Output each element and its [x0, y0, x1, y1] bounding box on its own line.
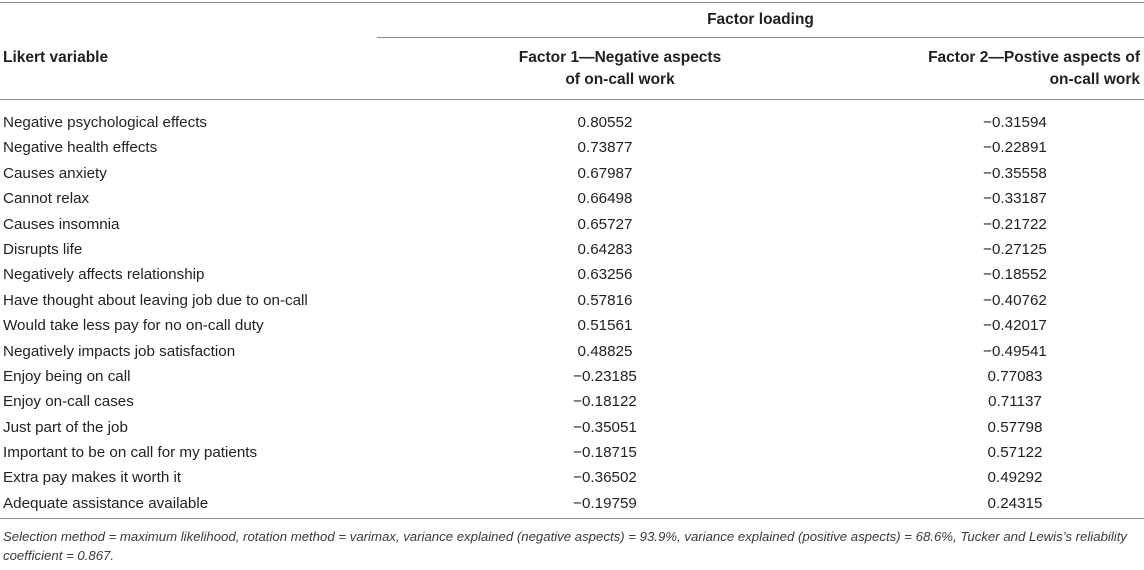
- factor1-value: 0.64283: [577, 240, 633, 258]
- factor2-header: Factor 2—Postive aspects of on-call work: [910, 47, 1140, 91]
- row-label: Adequate assistance available: [3, 494, 209, 512]
- factor2-value: −0.35558: [983, 164, 1047, 182]
- table-body: Negative psychological effects 0.80552 −0.…: [0, 110, 1144, 516]
- factor2-value: −0.40762: [983, 291, 1047, 309]
- table-row: Causes insomnia 0.65727 −0.21722: [0, 212, 1144, 237]
- row-label: Would take less pay for no on-call duty: [3, 317, 264, 335]
- factor1-value: −0.18122: [573, 393, 637, 411]
- factor2-value: 0.71137: [988, 393, 1042, 411]
- row-label: Negative health effects: [3, 139, 158, 157]
- factor-loading-underline: [377, 37, 1144, 38]
- row-label: Just part of the job: [3, 418, 128, 436]
- factor1-value: 0.66498: [577, 190, 633, 208]
- table-row: Cannot relax 0.66498 −0.33187: [0, 186, 1144, 211]
- factor2-value: 0.77083: [987, 367, 1043, 385]
- row-label: Causes insomnia: [3, 215, 120, 233]
- table-row: Negatively impacts job satisfaction 0.488…: [0, 339, 1144, 364]
- factor2-value: 0.57122: [987, 444, 1043, 462]
- row-label: Negatively impacts job satisfaction: [3, 342, 236, 360]
- table-row: Enjoy on-call cases −0.18122 0.71137: [0, 389, 1144, 414]
- row-label: Have thought about leaving job due to on…: [3, 291, 308, 309]
- factor1-value: −0.36502: [573, 469, 637, 487]
- row-label: Extra pay makes it worth it: [3, 469, 182, 487]
- factor1-value: 0.63256: [577, 266, 633, 284]
- table-top-rule: [0, 2, 1144, 3]
- factor2-value: −0.21722: [983, 215, 1047, 233]
- table-row: Extra pay makes it worth it −0.36502 0.492…: [0, 465, 1144, 490]
- factor2-value: −0.31594: [983, 114, 1047, 131]
- factor1-header-line1: Factor 1—Negative aspects: [518, 49, 722, 66]
- table-bottom-rule: [0, 518, 1144, 519]
- table-row: Causes anxiety 0.67987 −0.35558: [0, 161, 1144, 186]
- factor2-value: −0.33187: [983, 190, 1047, 208]
- factor1-header: Factor 1—Negative aspects of on-call wor…: [495, 47, 745, 91]
- row-label: Enjoy being on call: [3, 367, 131, 385]
- factor2-value: 0.49292: [987, 469, 1043, 487]
- factor2-value: −0.49541: [983, 342, 1047, 360]
- factor1-value: 0.65727: [577, 215, 633, 233]
- factor2-header-line2: on-call work: [1049, 71, 1140, 88]
- row-label: Important to be on call for my patients: [3, 444, 258, 462]
- table-row: Important to be on call for my patients −…: [0, 440, 1144, 465]
- factor2-value: −0.27125: [983, 240, 1047, 258]
- row-label: Disrupts life: [3, 240, 83, 258]
- factor1-value: 0.67987: [577, 164, 633, 182]
- factor1-value: 0.73877: [577, 139, 633, 157]
- table-row: Have thought about leaving job due to on…: [0, 288, 1144, 313]
- row-label: Enjoy on-call cases: [3, 393, 134, 411]
- row-label: Negative psychological effects: [3, 114, 208, 131]
- factor2-header-line1: Factor 2—Postive aspects of: [928, 49, 1140, 66]
- row-label: Cannot relax: [3, 190, 90, 208]
- factor1-value: 0.57816: [577, 291, 633, 309]
- factor1-value: 0.51561: [577, 317, 633, 335]
- likert-variable-header: Likert variable: [3, 49, 109, 66]
- table-row: Would take less pay for no on-call duty 0…: [0, 313, 1144, 338]
- factor1-value: −0.18715: [573, 444, 637, 462]
- factor2-value: −0.22891: [983, 139, 1047, 157]
- header-bottom-rule: [0, 99, 1144, 100]
- table-row: Negative health effects 0.73877 −0.22891: [0, 135, 1144, 160]
- factor2-value: 0.57798: [987, 418, 1043, 436]
- row-label: Causes anxiety: [3, 164, 107, 182]
- table-row: Negatively affects relationship 0.63256 −0…: [0, 262, 1144, 287]
- row-label: Negatively affects relationship: [3, 266, 205, 284]
- table-row: Negative psychological effects 0.80552 −0.…: [0, 110, 1144, 135]
- factor1-value: 0.80552: [577, 114, 633, 131]
- factor-loading-header: Factor loading: [707, 11, 814, 28]
- table-row: Disrupts life 0.64283 −0.27125: [0, 237, 1144, 262]
- table-footnote: Selection method = maximum likelihood, r…: [3, 529, 1127, 563]
- factor1-value: −0.23185: [573, 367, 637, 385]
- factor1-value: −0.19759: [573, 494, 637, 512]
- factor2-value: −0.42017: [983, 317, 1047, 335]
- factor1-header-line2: of on-call work: [565, 71, 675, 88]
- table-row: Enjoy being on call −0.23185 0.77083: [0, 364, 1144, 389]
- factor1-value: −0.35051: [573, 418, 637, 436]
- factor2-value: 0.24315: [987, 494, 1043, 512]
- table-row: Just part of the job −0.35051 0.57798: [0, 415, 1144, 440]
- factor2-value: −0.18552: [983, 266, 1047, 284]
- table-row: Adequate assistance available −0.19759 0.2…: [0, 491, 1144, 516]
- factor1-value: 0.48825: [577, 342, 633, 360]
